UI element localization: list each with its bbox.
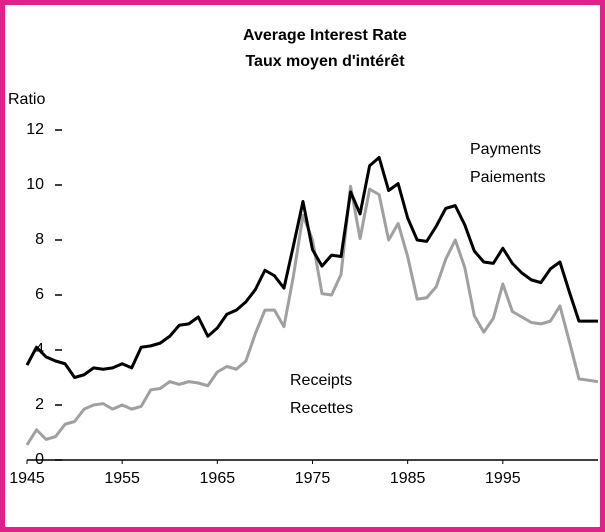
chart-subtitle: Taux moyen d'intérêt bbox=[245, 53, 405, 70]
series-line bbox=[25, 184, 599, 446]
annotation: Paiements bbox=[470, 169, 546, 186]
y-tick-label: 10 bbox=[26, 176, 44, 193]
x-tick-label: 1975 bbox=[295, 470, 331, 487]
y-tick-label: 6 bbox=[35, 286, 44, 303]
y-tick-label: 2 bbox=[35, 396, 44, 413]
chart-title: Average Interest Rate bbox=[243, 27, 407, 44]
x-tick-label: 1945 bbox=[9, 470, 45, 487]
annotation: Recettes bbox=[290, 400, 353, 417]
x-tick-label: 1955 bbox=[104, 470, 140, 487]
annotation: Receipts bbox=[290, 372, 352, 389]
series-line bbox=[25, 156, 598, 379]
x-tick-label: 1995 bbox=[485, 470, 521, 487]
y-tick-label: 8 bbox=[35, 231, 44, 248]
x-tick-label: 1985 bbox=[390, 470, 426, 487]
y-tick-label: 12 bbox=[26, 121, 44, 138]
annotation: Payments bbox=[470, 141, 541, 158]
y-tick-label: 0 bbox=[35, 451, 44, 468]
y-axis-label: Ratio bbox=[8, 91, 45, 108]
x-tick-label: 1965 bbox=[200, 470, 236, 487]
